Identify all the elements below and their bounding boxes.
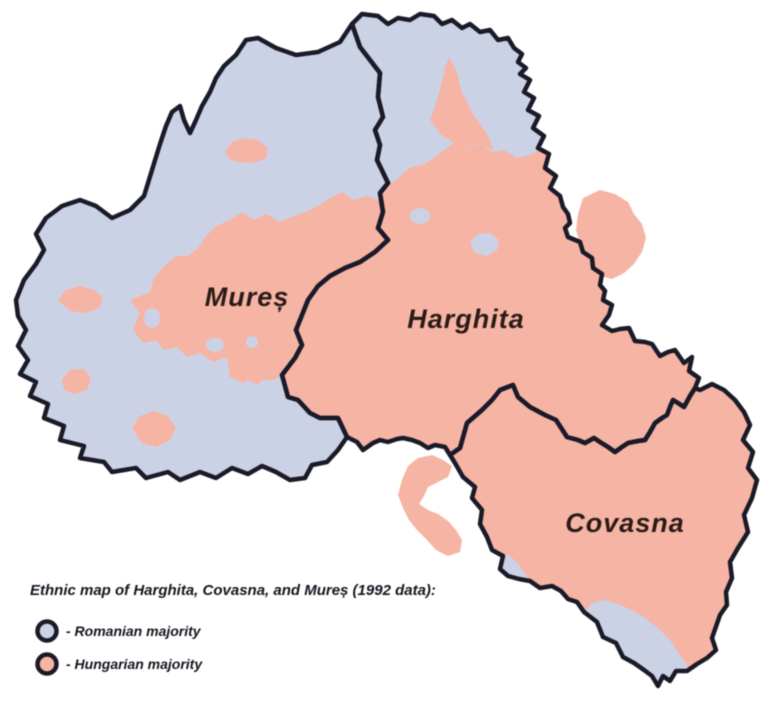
romanian-majority-swatch [35,619,59,643]
harghita-romanian-dot-1 [410,208,430,224]
harghita-romanian-dots [410,208,499,256]
region-label-covasna: Covasna [565,508,685,538]
hungarian-majority-swatch [35,652,59,676]
harghita-hungarian-tongue [430,57,494,150]
mures-patches [58,138,388,447]
mures-southwest-patch [132,411,176,447]
legend-label-romanian: - Romanian majority [66,623,202,639]
legend-label-hungarian: - Hungarian majority [66,656,203,672]
mures-romanian-dot-1 [144,308,160,328]
mures-romanian-dot-3 [246,336,258,348]
covasna-south-romanian-area [585,600,687,686]
harghita-romanian-dot-2 [470,233,499,256]
outside-area-west-of-covasna [398,455,462,556]
mures-north-patch [225,138,268,163]
mures-west-patch-1 [58,286,103,313]
mures-central-hungarian-area [130,192,388,385]
legend-item-hungarian: - Hungarian majority [35,652,203,676]
mures-west-patch-2 [62,369,91,394]
legend-item-romanian: - Romanian majority [35,619,202,643]
region-label-mures: Mureș [205,282,290,312]
legend-title: Ethnic map of Harghita, Covasna, and Mur… [30,582,436,599]
mures-romanian-dot-2 [206,338,224,352]
mures-romanian-dots [144,308,258,352]
mures-hungarian-patches [58,138,388,447]
region-labels: Mureș Harghita Covasna [205,282,685,538]
legend: Ethnic map of Harghita, Covasna, and Mur… [30,582,436,676]
region-label-harghita: Harghita [407,304,525,334]
harghita-patches [348,14,548,256]
